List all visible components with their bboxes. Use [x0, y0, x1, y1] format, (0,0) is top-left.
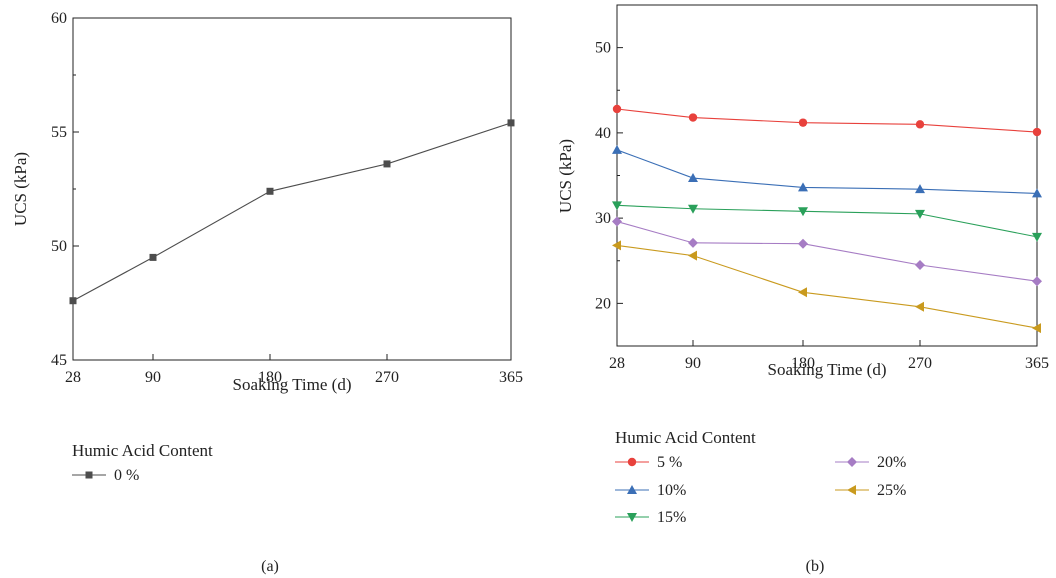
x-axis-a: 28 90 180 270 365 [65, 354, 523, 386]
data-point [1032, 323, 1041, 334]
data-point [612, 144, 622, 154]
x-axis-label-b: Soaking Time (d) [767, 360, 886, 379]
data-point [612, 104, 622, 114]
legend-marker [847, 457, 857, 467]
y-tick-label: 45 [51, 352, 67, 369]
data-point [688, 237, 698, 248]
x-tick-label: 365 [1025, 355, 1049, 372]
data-point [798, 207, 808, 217]
data-point [383, 160, 391, 168]
series-line [616, 221, 1038, 282]
x-tick-label: 270 [908, 355, 932, 372]
data-point [688, 204, 698, 214]
series-group-a [69, 119, 515, 305]
plot-frame-a [72, 17, 512, 361]
y-axis-a: 45 50 55 60 [51, 10, 79, 369]
legend-title-a: Humic Acid Content [72, 441, 213, 460]
data-point [1032, 232, 1042, 242]
panel-label-b: (b) [806, 558, 825, 575]
x-tick-label: 28 [65, 369, 81, 386]
chart-panel-b: 20 30 40 50 28 90 180 270 365 UCS (kPa) Soaking… [556, 4, 1049, 575]
legend-a: 0 % [72, 467, 139, 484]
panel-label-a: (a) [261, 558, 279, 575]
legend-entry-label: 15% [657, 509, 686, 526]
x-tick-label: 90 [685, 355, 701, 372]
data-point [915, 120, 925, 129]
legend-b: 5 % 10% 15% 20% 25% [615, 454, 906, 526]
y-axis-label-b: UCS (kPa) [556, 139, 575, 213]
legend-entry-label: 0 % [114, 467, 139, 484]
y-tick-label: 50 [51, 238, 67, 255]
legend-entry-label: 25% [877, 482, 906, 499]
data-point [1032, 188, 1042, 198]
legend-marker [85, 471, 93, 479]
data-point [688, 173, 698, 183]
x-tick-label: 28 [609, 355, 625, 372]
legend-entry-label: 10% [657, 482, 686, 499]
series-line [616, 244, 1038, 329]
legend-marker [627, 457, 637, 467]
data-point [1032, 276, 1042, 287]
legend-marker [627, 485, 637, 494]
x-tick-label: 270 [375, 369, 399, 386]
series-line [616, 204, 1038, 238]
x-axis-b: 28 90 180 270 365 [609, 340, 1049, 372]
data-point [266, 187, 274, 195]
y-tick-label: 50 [595, 40, 611, 57]
series-line [616, 149, 1038, 194]
data-point [612, 216, 622, 227]
data-point [798, 287, 807, 298]
series-line [72, 122, 512, 302]
series-line [616, 108, 1038, 133]
data-point [915, 209, 925, 219]
x-tick-label: 180 [258, 369, 282, 386]
data-point [915, 260, 925, 271]
chart-panel-a: 45 50 55 60 28 90 180 270 365 UCS (kPa) Soaking… [11, 10, 523, 575]
data-point [915, 184, 925, 194]
data-point [798, 182, 808, 192]
data-point [1032, 127, 1042, 137]
legend-entry-label: 5 % [657, 454, 682, 471]
x-tick-label: 365 [499, 369, 523, 386]
legend-marker [627, 513, 637, 522]
data-point [688, 113, 698, 122]
data-point [612, 201, 622, 211]
legend-title-b: Humic Acid Content [615, 428, 756, 447]
data-point [69, 297, 77, 305]
legend-entry-label: 20% [877, 454, 906, 471]
x-tick-label: 90 [145, 369, 161, 386]
data-point [798, 118, 808, 127]
data-point [798, 238, 808, 249]
y-tick-label: 20 [595, 295, 611, 312]
y-axis-b: 20 30 40 50 [595, 40, 623, 312]
y-tick-label: 60 [51, 10, 67, 27]
data-point [612, 240, 621, 251]
y-tick-label: 55 [51, 124, 67, 141]
series-group-b [612, 104, 1042, 334]
data-point [915, 301, 924, 312]
y-tick-label: 30 [595, 210, 611, 227]
data-point [149, 253, 157, 261]
legend-marker [847, 485, 856, 495]
y-tick-label: 40 [595, 125, 611, 142]
data-point [688, 250, 697, 261]
x-tick-label: 180 [791, 355, 815, 372]
data-point [507, 119, 515, 127]
x-axis-label-a: Soaking Time (d) [232, 375, 351, 394]
y-axis-label-a: UCS (kPa) [11, 152, 30, 226]
